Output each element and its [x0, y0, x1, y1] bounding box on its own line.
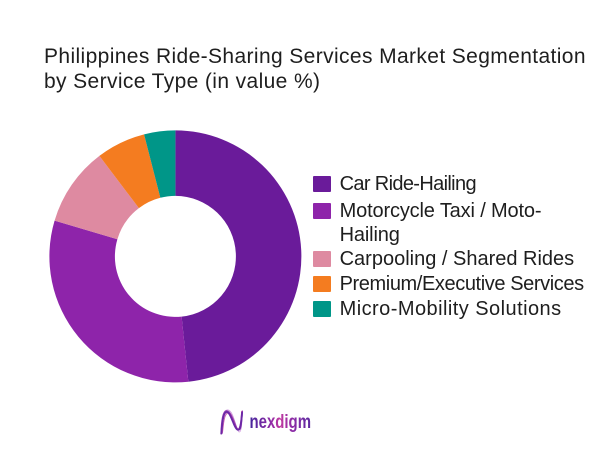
svg-text:nexdigm: nexdigm	[250, 411, 312, 433]
